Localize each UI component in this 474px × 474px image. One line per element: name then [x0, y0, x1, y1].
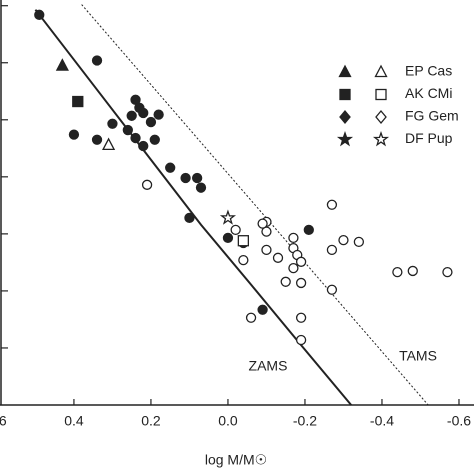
data-point — [230, 224, 241, 236]
data-point — [326, 199, 338, 210]
model-line — [34, 9, 352, 406]
data-point — [280, 276, 291, 287]
data-point — [303, 224, 314, 236]
data-point — [338, 234, 349, 246]
data-point — [295, 256, 307, 267]
data-point — [165, 162, 176, 173]
data-point — [55, 58, 69, 71]
data-point — [184, 212, 195, 224]
data-point — [245, 312, 257, 323]
data-point — [288, 262, 299, 274]
legend-symbol — [372, 131, 390, 147]
data-point — [149, 134, 160, 145]
data-point — [288, 232, 299, 244]
data-point — [34, 9, 45, 20]
data-point — [138, 107, 149, 119]
data-point — [353, 236, 365, 248]
legend-symbol — [339, 109, 351, 125]
x-tick-label: 0.4 — [64, 413, 84, 429]
line-label: TAMS — [399, 348, 437, 364]
legend-symbol — [338, 64, 352, 78]
data-point — [257, 218, 268, 229]
data-point — [272, 252, 284, 263]
legend-symbol — [375, 109, 387, 125]
legend-symbol — [339, 88, 351, 101]
x-tick-label: 0.0 — [218, 413, 238, 429]
data-point — [102, 137, 116, 151]
legend-label: AK CMi — [405, 85, 452, 101]
data-point — [130, 94, 141, 105]
data-point — [180, 172, 191, 184]
data-point — [195, 182, 207, 193]
x-tick-label: 0.2 — [141, 413, 161, 429]
data-point — [72, 95, 84, 108]
legend-symbol — [374, 64, 388, 78]
data-point — [91, 134, 103, 145]
data-point — [295, 312, 307, 323]
x-tick-label: -0.2 — [293, 413, 317, 429]
data-point — [238, 254, 249, 266]
data-point — [107, 118, 118, 129]
line-label: ZAMS — [249, 358, 288, 374]
data-point — [442, 266, 453, 278]
x-axis-label: log M/M☉ — [205, 452, 267, 468]
model-line — [81, 4, 429, 406]
legend-symbol — [336, 131, 354, 147]
legend-label: EP Cas — [405, 63, 452, 79]
x-tick-label: -0.4 — [370, 413, 394, 429]
data-point — [191, 172, 203, 184]
data-point — [91, 55, 103, 66]
data-point — [145, 116, 157, 128]
x-tick-label: -0.6 — [447, 413, 471, 429]
data-point — [130, 132, 141, 144]
data-point — [126, 110, 137, 121]
data-point — [261, 226, 272, 237]
data-point — [295, 334, 307, 346]
data-point — [257, 304, 268, 315]
data-point — [326, 284, 338, 295]
data-point — [222, 232, 234, 244]
data-point — [237, 235, 250, 247]
data-point — [219, 209, 237, 225]
legend-symbol — [375, 88, 387, 101]
data-point — [138, 140, 149, 152]
data-point — [326, 244, 338, 255]
data-point — [153, 109, 164, 120]
x-tick-label: 0.6 — [0, 413, 7, 429]
data-point — [261, 244, 272, 255]
data-point — [68, 129, 80, 140]
legend-label: FG Gem — [405, 108, 459, 124]
data-point — [141, 179, 153, 190]
legend-label: DF Pup — [405, 130, 453, 146]
data-point — [407, 265, 418, 277]
data-point — [122, 124, 133, 136]
data-point — [392, 266, 403, 278]
data-point — [295, 277, 307, 289]
